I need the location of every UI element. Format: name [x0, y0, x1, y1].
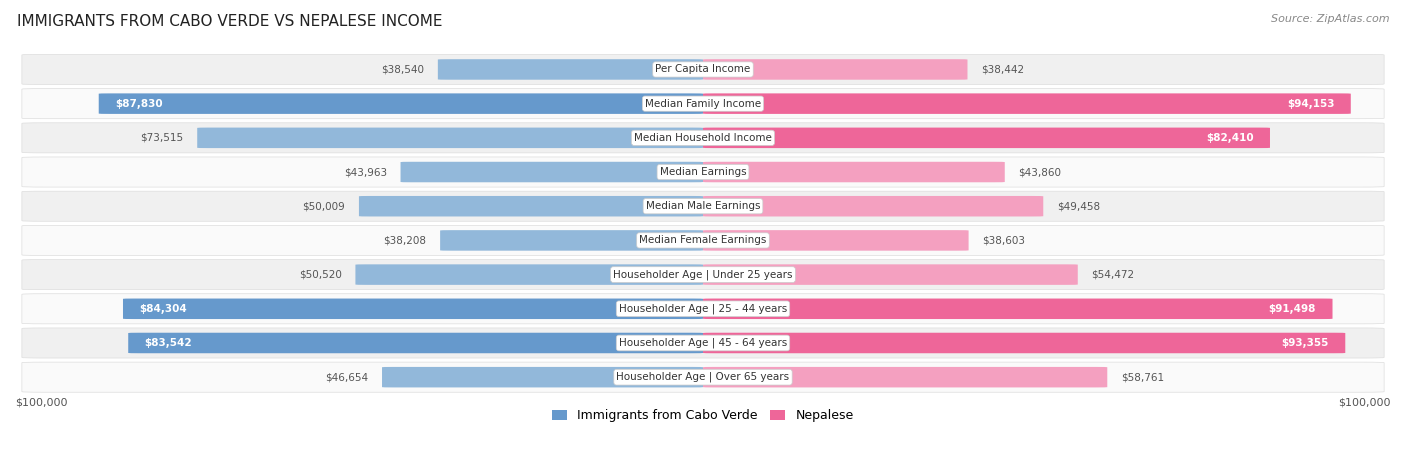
FancyBboxPatch shape [703, 59, 967, 80]
Text: $100,000: $100,000 [15, 397, 67, 407]
FancyBboxPatch shape [128, 333, 703, 353]
Text: $91,498: $91,498 [1268, 304, 1316, 314]
Text: $50,009: $50,009 [302, 201, 346, 211]
FancyBboxPatch shape [703, 162, 1005, 182]
FancyBboxPatch shape [703, 367, 1108, 388]
Text: $84,304: $84,304 [139, 304, 187, 314]
FancyBboxPatch shape [22, 123, 1384, 153]
Text: Median Earnings: Median Earnings [659, 167, 747, 177]
FancyBboxPatch shape [22, 191, 1384, 221]
Text: Householder Age | Under 25 years: Householder Age | Under 25 years [613, 269, 793, 280]
FancyBboxPatch shape [401, 162, 703, 182]
FancyBboxPatch shape [703, 264, 1078, 285]
FancyBboxPatch shape [22, 157, 1384, 187]
FancyBboxPatch shape [440, 230, 703, 251]
FancyBboxPatch shape [98, 93, 703, 114]
Text: $46,654: $46,654 [325, 372, 368, 382]
FancyBboxPatch shape [703, 298, 1333, 319]
FancyBboxPatch shape [382, 367, 703, 388]
FancyBboxPatch shape [197, 127, 703, 148]
Text: $43,963: $43,963 [343, 167, 387, 177]
Legend: Immigrants from Cabo Verde, Nepalese: Immigrants from Cabo Verde, Nepalese [553, 409, 853, 422]
FancyBboxPatch shape [22, 226, 1384, 255]
FancyBboxPatch shape [437, 59, 703, 80]
FancyBboxPatch shape [122, 298, 703, 319]
Text: Householder Age | Over 65 years: Householder Age | Over 65 years [616, 372, 790, 382]
Text: Median Family Income: Median Family Income [645, 99, 761, 109]
Text: $87,830: $87,830 [115, 99, 163, 109]
FancyBboxPatch shape [22, 294, 1384, 324]
FancyBboxPatch shape [356, 264, 703, 285]
Text: $82,410: $82,410 [1206, 133, 1254, 143]
Text: Median Male Earnings: Median Male Earnings [645, 201, 761, 211]
Text: $73,515: $73,515 [141, 133, 183, 143]
Text: $58,761: $58,761 [1121, 372, 1164, 382]
Text: $54,472: $54,472 [1091, 269, 1135, 280]
FancyBboxPatch shape [359, 196, 703, 217]
FancyBboxPatch shape [22, 260, 1384, 290]
Text: Median Female Earnings: Median Female Earnings [640, 235, 766, 246]
Text: IMMIGRANTS FROM CABO VERDE VS NEPALESE INCOME: IMMIGRANTS FROM CABO VERDE VS NEPALESE I… [17, 14, 443, 29]
FancyBboxPatch shape [703, 333, 1346, 353]
Text: Per Capita Income: Per Capita Income [655, 64, 751, 74]
FancyBboxPatch shape [22, 328, 1384, 358]
FancyBboxPatch shape [22, 89, 1384, 119]
Text: $38,603: $38,603 [983, 235, 1025, 246]
Text: Median Household Income: Median Household Income [634, 133, 772, 143]
Text: $43,860: $43,860 [1018, 167, 1062, 177]
FancyBboxPatch shape [703, 230, 969, 251]
Text: $83,542: $83,542 [145, 338, 193, 348]
Text: $49,458: $49,458 [1057, 201, 1099, 211]
Text: $38,540: $38,540 [381, 64, 425, 74]
Text: $38,442: $38,442 [981, 64, 1025, 74]
FancyBboxPatch shape [703, 196, 1043, 217]
Text: Householder Age | 25 - 44 years: Householder Age | 25 - 44 years [619, 304, 787, 314]
Text: Householder Age | 45 - 64 years: Householder Age | 45 - 64 years [619, 338, 787, 348]
Text: $94,153: $94,153 [1286, 99, 1334, 109]
Text: $50,520: $50,520 [299, 269, 342, 280]
Text: $38,208: $38,208 [384, 235, 426, 246]
FancyBboxPatch shape [22, 55, 1384, 85]
FancyBboxPatch shape [703, 127, 1270, 148]
FancyBboxPatch shape [22, 362, 1384, 392]
FancyBboxPatch shape [703, 93, 1351, 114]
Text: Source: ZipAtlas.com: Source: ZipAtlas.com [1271, 14, 1389, 24]
Text: $100,000: $100,000 [1339, 397, 1391, 407]
Text: $93,355: $93,355 [1281, 338, 1329, 348]
